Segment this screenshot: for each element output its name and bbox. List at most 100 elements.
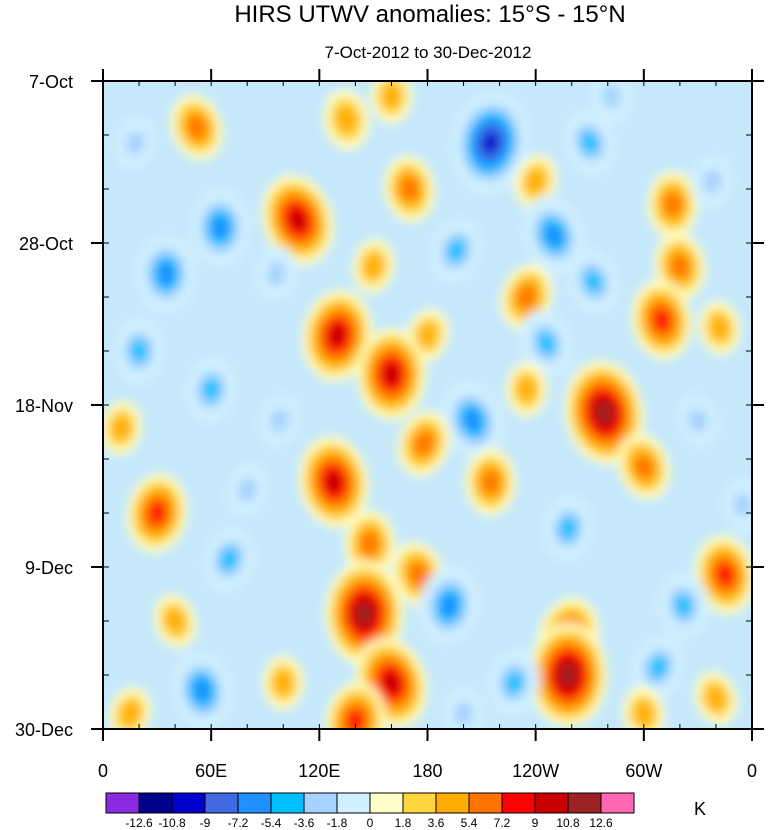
anomaly-feature [113,115,157,170]
anomaly-feature [488,649,540,717]
anomaly-feature [567,248,620,315]
y-tick-label: 28-Oct [19,234,73,254]
anomaly-contour [187,115,206,139]
anomaly-contour [517,377,536,402]
colorbar-swatch [336,792,371,814]
colorbar-swatch [402,792,437,814]
colorbar-swatch [303,792,338,814]
anomaly-contour [602,84,621,109]
anomaly-contour [360,532,379,556]
anomaly-contour [463,409,482,432]
anomaly-contour [674,593,693,618]
colorbar-swatch [468,792,503,814]
anomaly-feature [590,81,633,124]
anomaly-feature [500,263,553,331]
anomaly-feature [514,154,558,209]
anomaly-feature [698,300,741,356]
x-tick-label: 120W [512,761,559,781]
anomaly-feature [225,462,269,517]
chart-subtitle: 7-Oct-2012 to 30-Dec-2012 [325,43,532,62]
colorbar-swatch [270,792,305,814]
anomaly-feature [505,362,548,418]
y-tick-label: 30-Dec [15,720,73,740]
colorbar-label: 1.8 [395,816,412,830]
y-tick-label: 7-Oct [29,72,73,92]
y-tick-label: 9-Dec [25,558,73,578]
anomaly-feature [528,622,608,728]
anomaly-contour [382,84,401,109]
anomaly-feature [153,594,197,648]
anomaly-feature [171,650,233,729]
x-tick-label: 0 [98,761,108,781]
anomaly-contour [383,362,400,386]
anomaly-contour [537,331,556,355]
anomaly-feature [298,436,369,529]
anomaly-contour [202,377,221,402]
anomaly-feature [647,170,699,239]
colorbar-swatch [105,792,140,814]
chart-title: HIRS UTWV anomalies: 15°S - 15°N [234,1,625,28]
colorbar-swatch [369,792,404,814]
anomaly-contour [165,609,185,633]
anomaly-feature [352,238,395,294]
anomaly-contour [634,701,654,726]
anomaly-contour [559,516,578,541]
anomaly-feature [136,233,197,314]
anomaly-contour [157,262,175,286]
anomaly-contour [211,216,229,240]
anomaly-feature [170,94,224,161]
anomaly-contour [517,285,536,309]
anomaly-feature [108,686,152,729]
x-tick-label: 60E [195,761,227,781]
anomaly-feature [520,310,573,377]
colorbar-unit: K [694,799,706,819]
anomaly-contour [454,701,473,726]
colorbar: -12.6 -10.8 -9 -7.2 -5.4 -3.6 -1.8 0 1.8 3.6 5.4 7.… [105,792,635,830]
colorbar-swatch [501,792,536,814]
anomaly-contour [336,106,357,134]
anomaly-contour [288,208,307,231]
colorbar-label: -5.4 [261,816,282,830]
anomaly-feature [522,196,585,275]
anomaly-contour [716,563,734,587]
anomaly-contour [580,131,599,155]
anomaly-contour [417,323,438,348]
anomaly-feature [190,187,251,268]
anomaly-contour [634,455,653,479]
anomaly-contour [130,339,148,363]
anomaly-contour [584,270,603,294]
anomaly-contour [526,169,546,194]
anomaly-feature [450,90,531,195]
anomaly-contour [382,671,401,694]
anomaly-contour [220,547,239,571]
anomaly-feature [631,634,685,701]
anomaly-contour [346,709,365,729]
anomaly-contour [481,470,500,494]
anomaly-feature [563,109,617,176]
y-tick-label: 18-Nov [15,396,73,416]
anomaly-feature [430,217,483,284]
anomaly-feature [676,393,720,448]
anomaly-feature [397,410,451,477]
anomaly-contour [703,169,722,194]
x-tick-label: 120E [298,761,340,781]
anomaly-feature [302,289,373,382]
anomaly-contour [505,671,523,695]
anomaly-feature [694,534,752,615]
anomaly-contours [103,81,752,729]
anomaly-feature [694,671,738,726]
anomaly-feature [258,393,302,448]
colorbar-label: 3.6 [428,816,445,830]
anomaly-contour [193,679,211,702]
x-axis: 0 60E 120E 180 120W 60W 0 [98,69,757,781]
anomaly-feature [323,89,370,151]
anomaly-contour [653,308,671,332]
colorbar-label: -12.6 [125,816,153,830]
anomaly-feature [442,686,485,729]
colorbar-label: -7.2 [228,816,249,830]
anomaly-feature [202,526,256,593]
colorbar-label: 9 [532,816,539,830]
anomaly-contour [409,563,428,587]
anomaly-contour [325,470,343,494]
